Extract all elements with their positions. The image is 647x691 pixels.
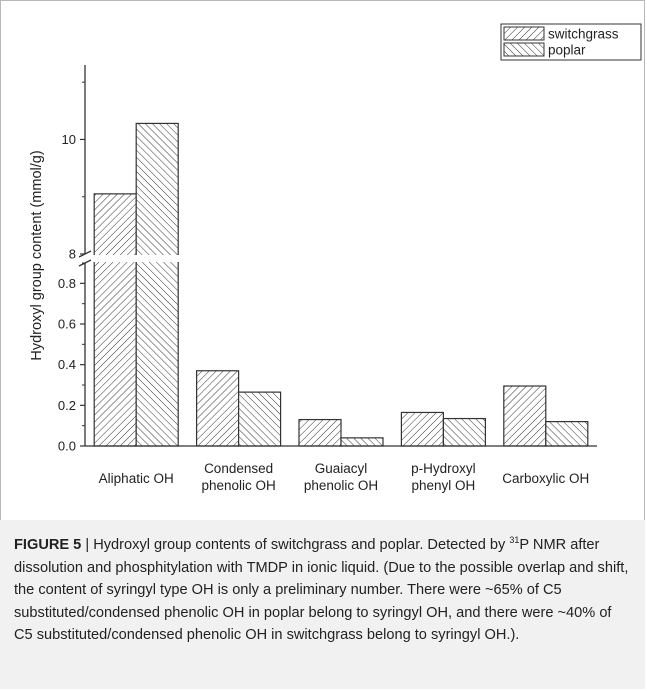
- y-tick-label: 10: [62, 132, 76, 147]
- y-tick-label: 0.0: [58, 439, 76, 454]
- legend-swatch-poplar: [503, 42, 545, 57]
- bar-poplar: [545, 421, 589, 447]
- x-category-label: Condensed phenolic OH: [201, 461, 275, 493]
- bar-poplar: [135, 122, 179, 447]
- y-tick-label: 8: [69, 247, 76, 262]
- caption-separator: |: [81, 537, 94, 553]
- legend-swatch-switchgrass: [503, 26, 545, 41]
- bar-switchgrass: [298, 418, 342, 447]
- x-category-label: Aliphatic OH: [99, 471, 174, 486]
- x-category-label: Carboxylic OH: [502, 471, 589, 486]
- legend-label-switchgrass: switchgrass: [548, 27, 619, 42]
- y-tick-label: 0.4: [58, 357, 76, 372]
- bar-poplar: [442, 417, 486, 447]
- bar-switchgrass: [503, 385, 547, 447]
- bar-poplar: [238, 391, 282, 447]
- hydroxyl-bar-chart: 0.0 0.2 0.4 0.6 0.8 8 10 Hydroxyl group content…: [29, 23, 642, 493]
- legend-label-poplar: poplar: [548, 43, 586, 58]
- y-tick-label: 0.2: [58, 398, 76, 413]
- bar-switchgrass: [93, 193, 137, 447]
- caption-background: [0, 520, 645, 689]
- bar-switchgrass: [400, 411, 444, 447]
- y-tick-label: 0.6: [58, 317, 76, 332]
- caption-superscript: 31: [509, 535, 520, 546]
- bar-switchgrass: [196, 370, 240, 447]
- figure-label: FIGURE 5: [14, 537, 82, 553]
- caption-text-start: Hydroxyl group contents of switchgrass a…: [93, 537, 510, 553]
- axis-break-gap: [79, 255, 181, 262]
- figure-caption: FIGURE 5 | Hydroxyl group contents of sw…: [14, 534, 634, 647]
- y-tick-label: 0.8: [58, 276, 76, 291]
- bar-poplar: [340, 437, 384, 447]
- x-category-label: p-Hydroxyl phenyl OH: [411, 461, 476, 493]
- caption-text-end: P NMR after dissolution and phosphitylat…: [14, 537, 629, 644]
- y-axis-title: Hydroxyl group content (mmol/g): [29, 150, 45, 360]
- x-category-label: Guaiacyl phenolic OH: [304, 461, 378, 493]
